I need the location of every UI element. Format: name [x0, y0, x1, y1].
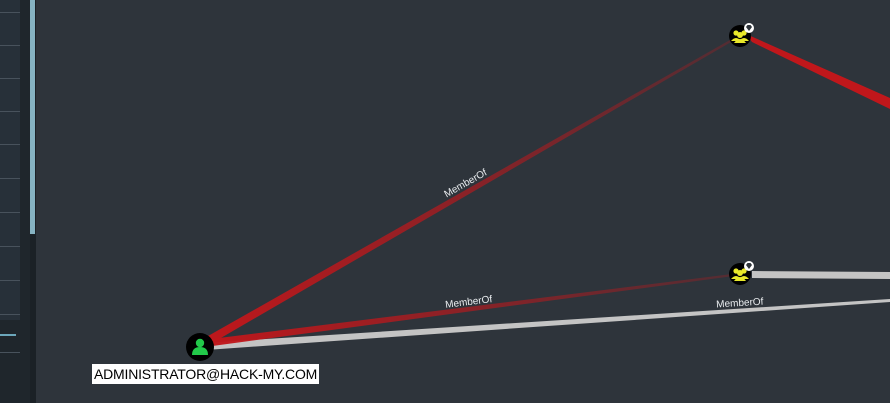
node-group-mid[interactable] [729, 261, 754, 285]
node-user-admin[interactable] [186, 333, 214, 361]
list-item-divider [0, 212, 20, 213]
list-item-divider [0, 280, 20, 281]
gem-icon [744, 261, 754, 271]
sidebar-list[interactable] [0, 0, 20, 320]
list-item-divider [0, 314, 20, 315]
list-item-divider [0, 144, 20, 145]
list-item-divider [0, 246, 20, 247]
group-icon [731, 30, 749, 43]
node-label-admin[interactable]: ADMINISTRATOR@HACK-MY.COM [92, 364, 320, 384]
list-item-divider [0, 178, 20, 179]
sidebar-row-divider [0, 352, 20, 353]
edge-labels: MemberOf MemberOf MemberOf [443, 167, 764, 311]
list-item-divider [0, 78, 20, 79]
user-icon [192, 338, 208, 355]
edge-group-top-to-right[interactable] [746, 34, 890, 109]
list-item-divider [0, 12, 20, 13]
list-item-divider [0, 111, 20, 112]
list-item-divider [0, 45, 20, 46]
edge-admin-to-group-mid[interactable] [203, 273, 741, 347]
gem-icon [744, 23, 754, 33]
edge-group-mid-to-right[interactable] [752, 271, 890, 279]
node-group-top[interactable] [729, 23, 754, 47]
edges-layer [201, 34, 890, 350]
left-sidebar-panel [0, 0, 36, 403]
sidebar-scrollbar-thumb[interactable] [30, 0, 35, 234]
group-icon [731, 268, 749, 281]
edge-admin-to-right[interactable] [204, 299, 890, 350]
edge-admin-to-group-top[interactable] [201, 36, 738, 346]
edge-label-right: MemberOf [716, 297, 764, 311]
sidebar-section-divider [0, 334, 16, 336]
